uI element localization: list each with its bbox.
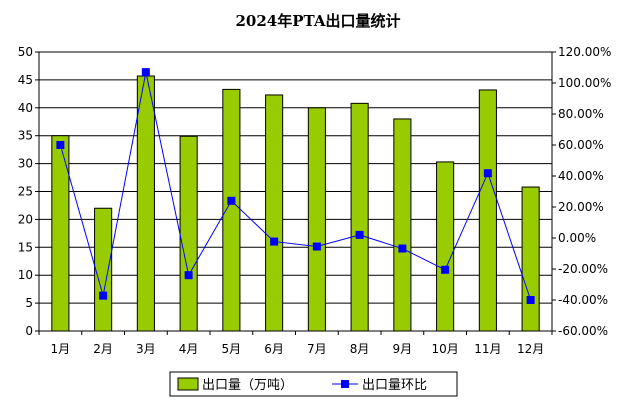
y-tick-label: 50	[18, 45, 33, 59]
x-tick-label: 2月	[93, 342, 113, 356]
y-tick-label: 15	[18, 240, 33, 254]
y2-tick-label: 120.00%	[558, 45, 611, 59]
line-point	[227, 196, 236, 205]
y-tick-label: 10	[18, 268, 33, 282]
y-tick-label: 0	[25, 324, 33, 338]
x-tick-label: 1月	[51, 342, 71, 356]
line-point	[398, 244, 407, 253]
y2-tick-label: 0.00%	[558, 231, 596, 245]
y2-tick-label: 60.00%	[558, 138, 604, 152]
legend-line-marker	[341, 380, 349, 388]
x-tick-label: 7月	[307, 342, 327, 356]
line-series	[56, 68, 535, 304]
legend: 出口量（万吨） 出口量环比	[169, 371, 458, 397]
bar	[393, 118, 412, 332]
x-tick-label: 11月	[474, 342, 501, 356]
line-point	[99, 291, 108, 300]
line-point	[270, 237, 279, 246]
legend-bar-swatch	[177, 377, 199, 391]
bar	[222, 88, 241, 332]
x-tick-label: 6月	[264, 342, 284, 356]
line-point	[312, 242, 321, 251]
line-point	[141, 68, 150, 77]
bar	[478, 89, 497, 332]
line-point	[526, 296, 535, 304]
y-tick-label: 40	[18, 101, 33, 115]
x-tick-label: 12月	[517, 342, 544, 356]
x-tick-label: 9月	[393, 342, 413, 356]
legend-box	[169, 371, 458, 397]
bar	[265, 94, 284, 332]
chart-title: 2024年PTA出口量统计	[235, 12, 400, 30]
bar	[94, 207, 113, 332]
y2-tick-label: 80.00%	[558, 107, 604, 121]
y2-tick-label: 40.00%	[558, 169, 604, 183]
bar	[521, 186, 540, 332]
legend-line-label: 出口量环比	[362, 378, 427, 393]
y-tick-label: 35	[18, 129, 33, 143]
bar	[307, 107, 326, 332]
y2-tick-label: -60.00%	[558, 324, 608, 338]
y-tick-label: 45	[18, 73, 33, 87]
y2-tick-label: -40.00%	[558, 293, 608, 307]
line-point	[56, 141, 65, 149]
bar	[350, 102, 369, 332]
line-point	[184, 271, 193, 280]
y-axis-tick-labels: 0 5 10 15 20 25 30 35 40 45 50	[18, 45, 33, 338]
y2-tick-label: -20.00%	[558, 262, 608, 276]
y2-tick-label: 100.00%	[558, 76, 611, 90]
line-point	[355, 230, 364, 239]
axes	[35, 51, 556, 335]
x-tick-label: 10月	[431, 342, 458, 356]
bar-series	[51, 75, 540, 332]
y2-axis-tick-labels: -60.00% -40.00% -20.00% 0.00% 20.00% 40.00% 60…	[558, 45, 611, 338]
x-tick-label: 3月	[136, 342, 156, 356]
y-tick-label: 5	[25, 296, 33, 310]
y2-tick-label: 20.00%	[558, 200, 604, 214]
x-tick-label: 4月	[179, 342, 199, 356]
bar	[136, 75, 155, 332]
line-point	[483, 169, 492, 178]
legend-bar-label: 出口量（万吨）	[202, 378, 293, 393]
grid-lines	[39, 51, 552, 332]
line-path	[59, 72, 532, 301]
y-tick-label: 30	[18, 157, 33, 171]
y-tick-label: 25	[18, 185, 33, 199]
line-point	[441, 265, 450, 274]
bar	[179, 135, 198, 332]
x-tick-label: 5月	[222, 342, 242, 356]
x-axis-tick-labels: 1月 2月 3月 4月 5月 6月 7月 8月 9月 10月 11月 12月	[51, 342, 545, 356]
bar	[436, 161, 455, 332]
y-tick-label: 20	[18, 212, 33, 226]
x-tick-label: 8月	[350, 342, 370, 356]
